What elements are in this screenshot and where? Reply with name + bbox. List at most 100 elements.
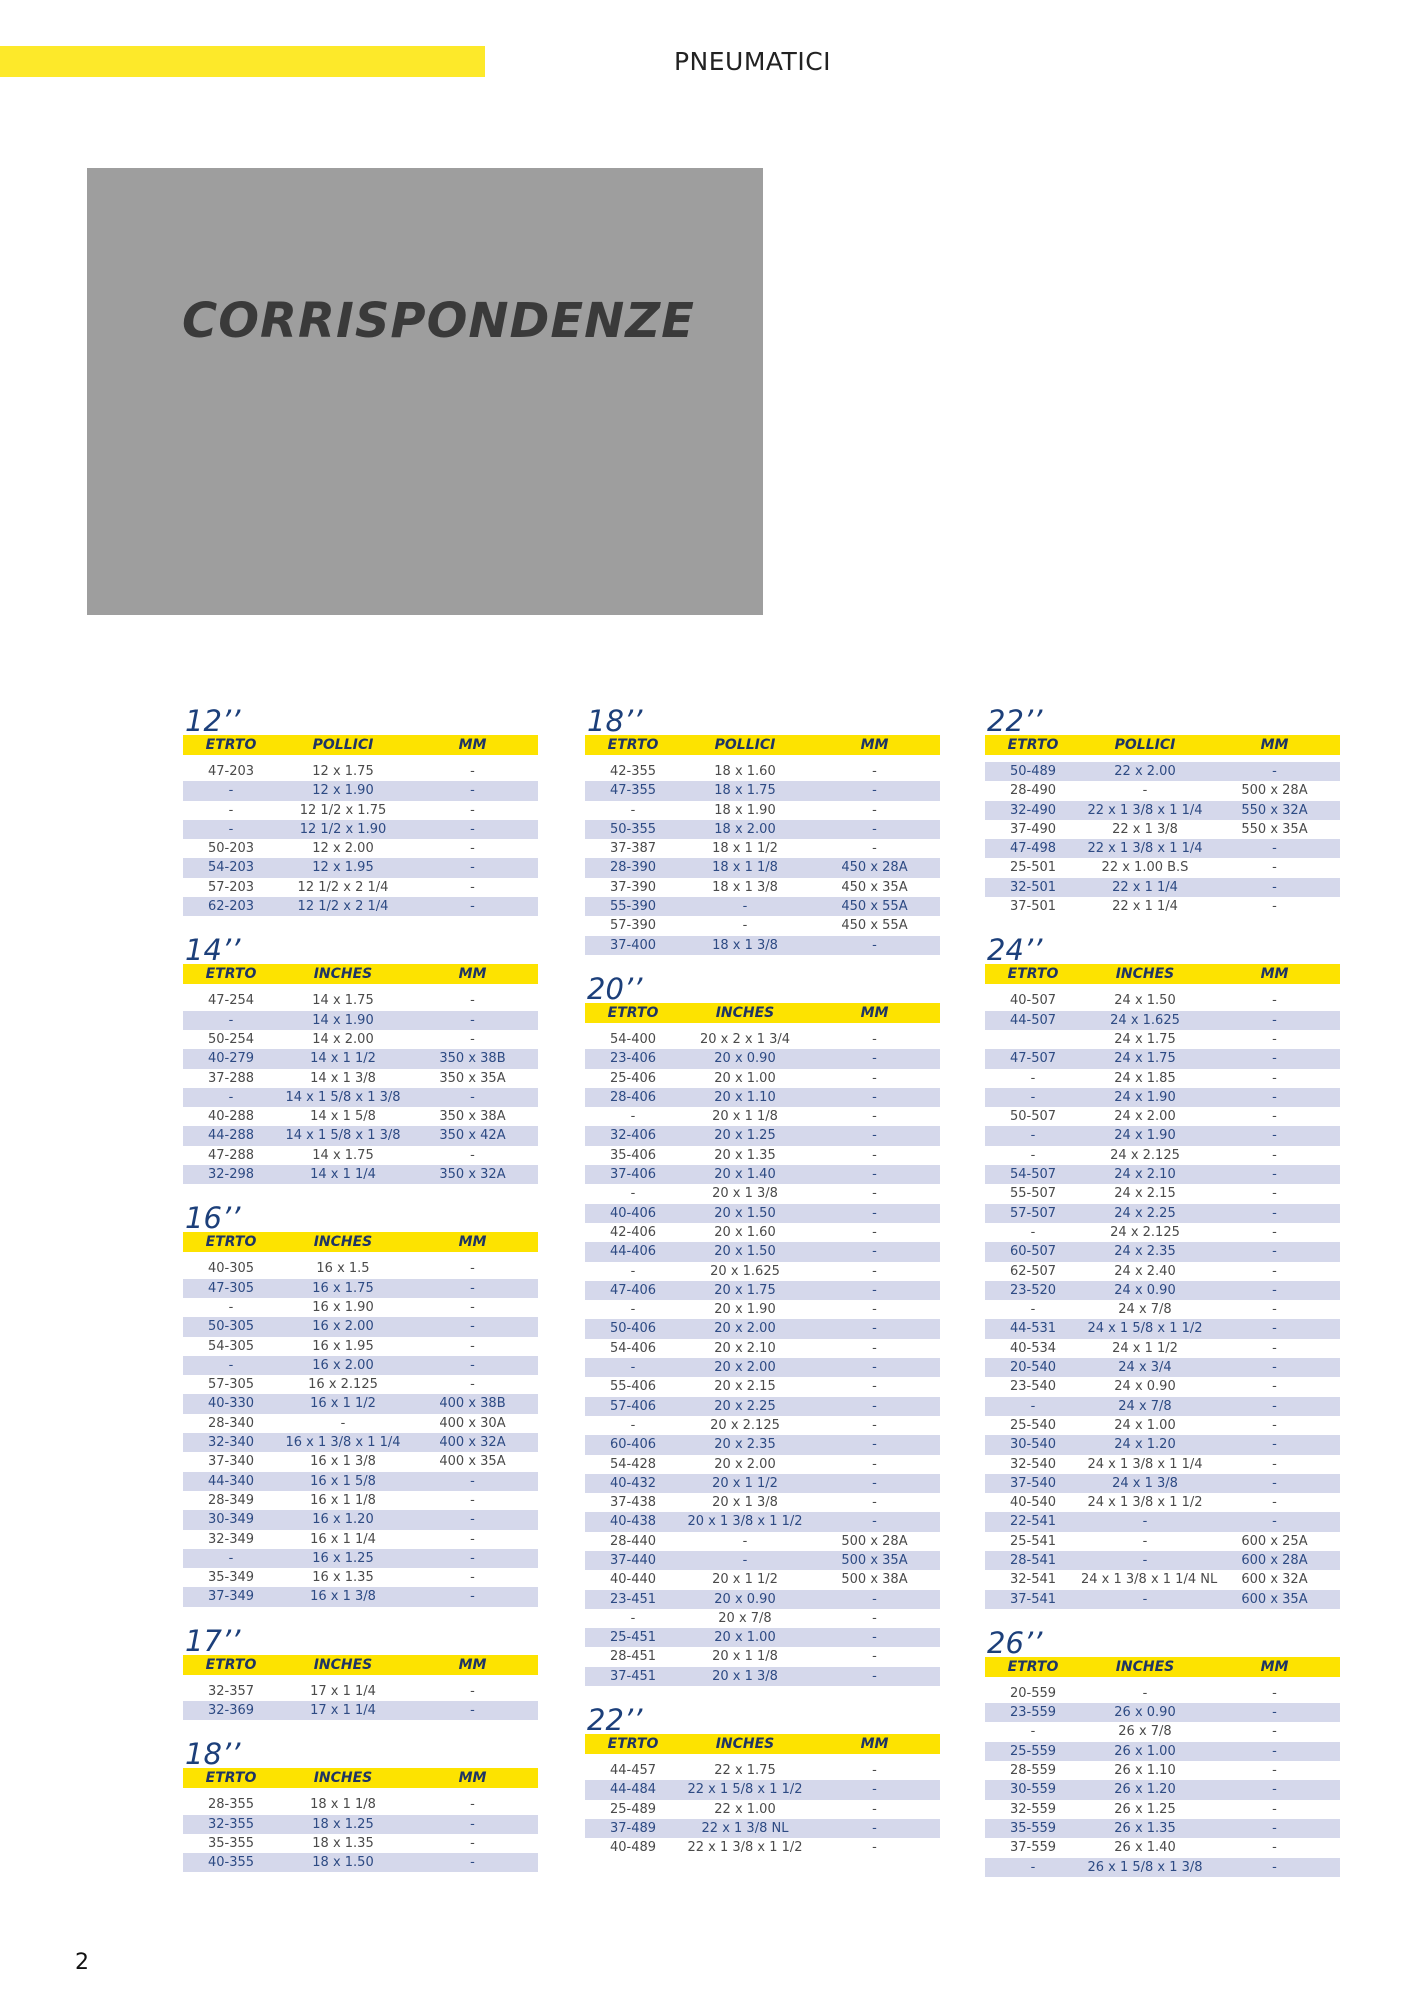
etrto-cell: 57-390: [609, 918, 657, 934]
mm-cell: -: [872, 1649, 877, 1665]
mm-cell: 600 x 25A: [1241, 1533, 1308, 1549]
etrto-cell: 47-507: [1009, 1051, 1057, 1067]
table-row: 37-559 26 x 1.40 -: [985, 1838, 1340, 1857]
table-row: 40-288 14 x 1 5/8 350 x 38A: [183, 1107, 538, 1126]
column-header: INCHES: [1115, 1658, 1175, 1675]
inches-cell: 16 x 1 5/8: [310, 1473, 376, 1489]
column-header: ETRTO: [205, 1770, 257, 1787]
table-row: 40-438 20 x 1 3/8 x 1 1/2 -: [585, 1512, 940, 1532]
table-row: 40-406 20 x 1.50 -: [585, 1203, 940, 1223]
etrto-cell: 28-349: [207, 1492, 255, 1508]
etrto-cell: 28-390: [609, 860, 657, 876]
etrto-cell: 47-406: [609, 1282, 657, 1298]
etrto-cell: 32-340: [207, 1435, 255, 1451]
etrto-cell: 35-559: [1009, 1820, 1057, 1836]
mm-cell: -: [872, 1840, 877, 1856]
inches-cell: 26 x 1.25: [1114, 1801, 1176, 1817]
table-row: 50-489 22 x 2.00 -: [985, 762, 1340, 782]
table-row: 37-501 22 x 1 1/4 -: [985, 897, 1340, 916]
section-title: 26’’: [987, 1625, 1043, 1660]
mm-cell: -: [470, 1031, 475, 1047]
mm-cell: 450 x 55A: [841, 899, 908, 915]
inches-cell: 20 x 1.25: [714, 1128, 776, 1144]
table-row: 32-298 14 x 1 1/4 350 x 32A: [183, 1165, 538, 1185]
table-row: 25-541 - 600 x 25A: [985, 1532, 1340, 1551]
inches-cell: 20 x 2.25: [714, 1398, 776, 1414]
column-header: MM: [458, 1234, 487, 1251]
table-row: 32-406 20 x 1.25 -: [585, 1126, 940, 1146]
inches-cell: 14 x 1 3/8: [310, 1070, 376, 1086]
inches-cell: 20 x 1.00: [714, 1070, 776, 1086]
table-row: 28-559 26 x 1.10 -: [985, 1761, 1340, 1780]
etrto-cell: 37-451: [609, 1668, 657, 1684]
inches-cell: 20 x 2.00: [714, 1456, 776, 1472]
table-row: 25-489 22 x 1.00 -: [585, 1800, 940, 1819]
etrto-cell: 28-559: [1009, 1763, 1057, 1779]
size-section: 17’’ ETRTO INCHES MM 32-357 17 x 1 1/4-32-369…: [183, 1625, 538, 1721]
etrto-cell: 37-559: [1009, 1840, 1057, 1856]
table-row: - 20 x 2.00 -: [585, 1358, 940, 1378]
section-title: 16’’: [185, 1201, 241, 1236]
table-row: 30-349 16 x 1.20 -: [183, 1510, 538, 1530]
mm-cell: -: [470, 1816, 475, 1832]
table-row: 50-355 18 x 2.00 -: [585, 819, 940, 840]
column-header: ETRTO: [607, 1004, 659, 1021]
etrto-cell: -: [1030, 1224, 1036, 1240]
inches-cell: 24 x 1.90: [1114, 1128, 1176, 1144]
hero-banner: CORRISPONDENZE: [87, 168, 763, 615]
mm-cell: -: [1272, 1321, 1277, 1337]
inches-cell: 18 x 1.75: [714, 783, 776, 799]
column-header: MM: [458, 1656, 487, 1673]
column-header: MM: [1260, 1658, 1289, 1675]
column-header: MM: [860, 737, 889, 753]
table-row: - 24 x 1.85 -: [985, 1069, 1340, 1088]
mm-cell: -: [1272, 1705, 1277, 1721]
mm-cell: -: [470, 993, 475, 1009]
table-row: 28-406 20 x 1.10 -: [585, 1087, 940, 1108]
table-row: 37-489 22 x 1 3/8 NL -: [585, 1818, 940, 1839]
table-row: 28-451 20 x 1 1/8 -: [585, 1647, 940, 1666]
inches-cell: 16 x 2.125: [308, 1377, 378, 1393]
mm-cell: 500 x 38A: [841, 1572, 908, 1588]
etrto-cell: 23-559: [1009, 1705, 1057, 1721]
etrto-cell: 22-541: [1009, 1514, 1057, 1530]
etrto-cell: -: [1030, 1147, 1036, 1163]
mm-cell: -: [470, 1492, 475, 1508]
mm-cell: -: [1272, 1782, 1277, 1798]
etrto-cell: 23-520: [1009, 1282, 1057, 1298]
mm-cell: -: [872, 1244, 877, 1260]
mm-cell: -: [470, 1147, 475, 1163]
inches-cell: 12 x 2.00: [312, 841, 374, 857]
column-header: ETRTO: [205, 1656, 257, 1673]
mm-cell: -: [872, 1801, 877, 1817]
etrto-cell: 37-387: [609, 841, 657, 857]
table-row: 50-203 12 x 2.00 -: [183, 839, 538, 858]
table-row: 54-507 24 x 2.10 -: [985, 1165, 1340, 1185]
column-header: MM: [458, 1770, 487, 1787]
table-row: 32-540 24 x 1 3/8 x 1 1/4 -: [985, 1455, 1340, 1474]
inches-cell: 20 x 1.10: [714, 1089, 776, 1105]
table-row: 37-541 - 600 x 35A: [985, 1589, 1340, 1609]
mm-cell: -: [872, 1109, 877, 1125]
table-row: 62-507 24 x 2.40 -: [985, 1262, 1340, 1281]
mm-cell: -: [872, 1514, 877, 1530]
size-section: 18’’ ETRTO INCHES MM 28-355 18 x 1 1/8-32-355…: [183, 1738, 538, 1873]
table-row: 28-490 - 500 x 28A: [985, 781, 1340, 800]
inches-cell: 12 1/2 x 1.75: [299, 802, 387, 818]
etrto-cell: 40-432: [609, 1475, 657, 1491]
mm-cell: -: [1272, 1205, 1277, 1221]
mm-cell: -: [872, 1763, 877, 1779]
mm-cell: 400 x 35A: [439, 1454, 506, 1470]
inches-cell: 16 x 1 1/4: [310, 1531, 376, 1547]
mm-cell: -: [470, 783, 475, 799]
inches-cell: 14 x 2.00: [312, 1031, 374, 1047]
etrto-cell: 32-298: [207, 1167, 255, 1183]
mm-cell: 400 x 30A: [439, 1415, 506, 1431]
inches-cell: -: [742, 1552, 748, 1568]
table-header: ETRTO INCHES MM: [183, 1232, 538, 1253]
etrto-cell: 40-406: [609, 1205, 657, 1221]
inches-cell: -: [742, 899, 748, 915]
mm-cell: -: [470, 1089, 475, 1105]
etrto-cell: 47-288: [207, 1147, 255, 1163]
table-row: 37-288 14 x 1 3/8 350 x 35A: [183, 1069, 538, 1088]
